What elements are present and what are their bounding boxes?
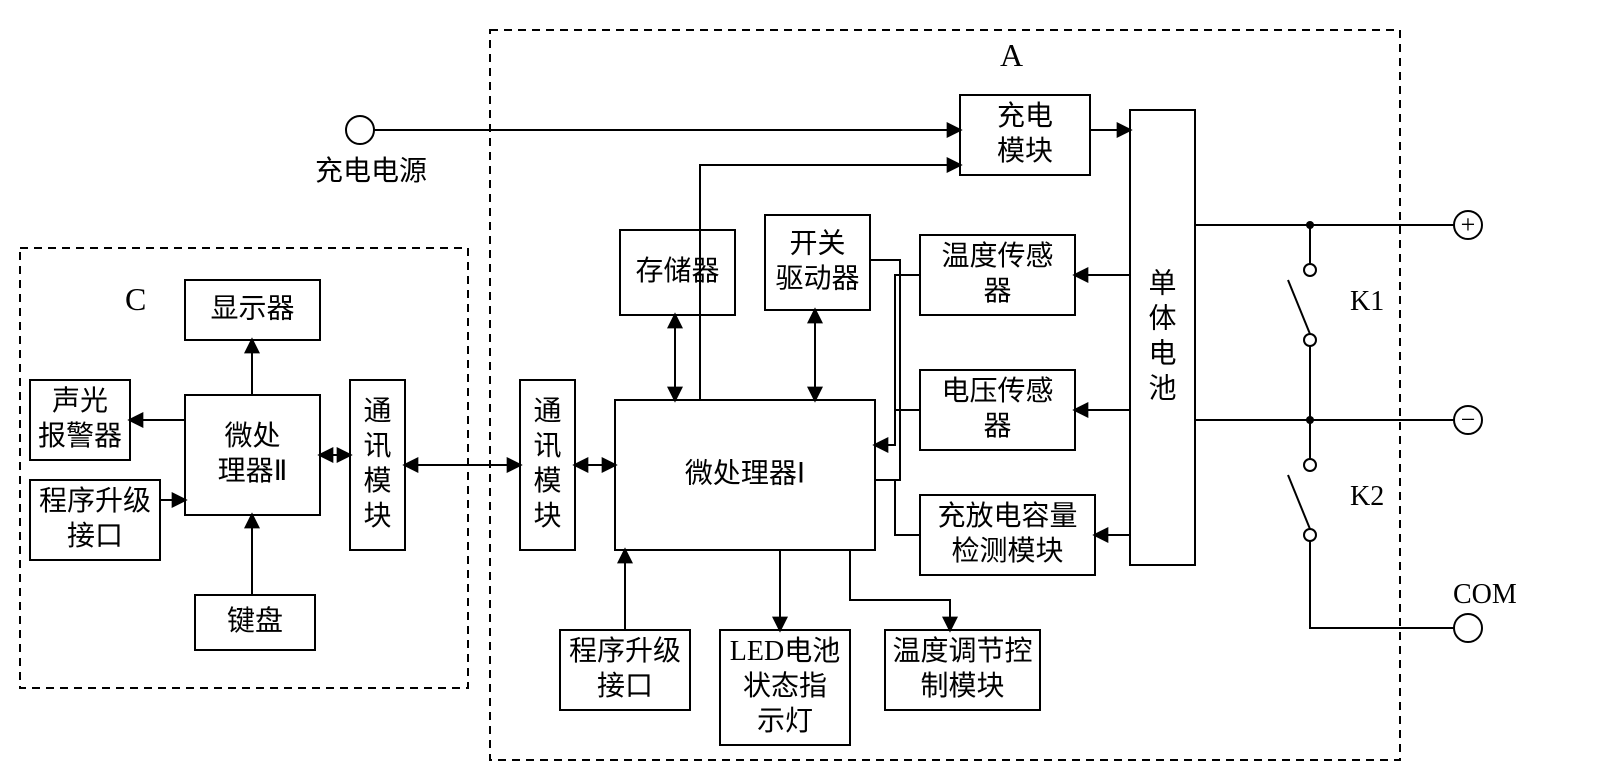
node-label-battery-2: 电 — [1148, 338, 1176, 370]
node-mpu1: 微处理器Ⅰ — [615, 400, 875, 550]
region-label-C: C — [125, 281, 146, 317]
node-label-battery-0: 单 — [1148, 268, 1176, 300]
node-mpu2: 微处理器Ⅱ — [185, 395, 320, 515]
node-label-switchdrv-0: 开关 — [789, 228, 845, 260]
charge-source-label: 充电电源 — [315, 155, 427, 187]
node-label-comm_a-3: 块 — [533, 501, 561, 532]
node-label-mpu2-0: 微处 — [224, 420, 280, 452]
node-keyboard: 键盘 — [195, 595, 315, 650]
node-label-keyboard-0: 键盘 — [227, 605, 283, 637]
junction-dot-2 — [1306, 221, 1314, 229]
node-label-upgrade_a-0: 程序升级 — [569, 635, 681, 667]
node-label-cap_detect-1: 检测模块 — [951, 535, 1063, 567]
node-charge_mod: 充电模块 — [960, 95, 1090, 175]
node-label-comm_a-0: 通 — [533, 396, 561, 427]
node-cap_detect: 充放电容量检测模块 — [920, 495, 1095, 575]
node-label-comm_c-2: 模 — [363, 465, 391, 497]
node-label-temp_sensor-1: 器 — [983, 276, 1011, 307]
node-label-upgrade_a-1: 接口 — [597, 670, 653, 702]
node-label-alarm-0: 声光 — [52, 385, 108, 417]
node-upgrade_c: 程序升级接口 — [30, 480, 160, 560]
node-battery: 单体电池 — [1130, 110, 1195, 565]
minus-label: − — [0, 0, 16, 7]
node-label-comm_a-1: 讯 — [533, 431, 561, 462]
node-comm_a: 通讯模块 — [520, 380, 575, 550]
node-label-upgrade_c-1: 接口 — [67, 520, 123, 552]
block-diagram: CA充电电源显示器声光报警器微处理器Ⅱ通讯模块程序升级接口键盘通讯模块微处理器Ⅰ… — [0, 0, 1608, 784]
node-led: LED电池状态指示灯 — [720, 630, 850, 745]
node-switchdrv: 开关驱动器 — [765, 215, 870, 310]
node-display: 显示器 — [185, 280, 320, 340]
node-label-led-0: LED电池 — [730, 635, 840, 667]
node-storage: 存储器 — [620, 230, 735, 315]
node-temp_sensor: 温度传感器 — [920, 235, 1075, 315]
node-label-charge_mod-0: 充电 — [997, 100, 1053, 132]
node-upgrade_a: 程序升级接口 — [560, 630, 690, 710]
node-label-switchdrv-1: 驱动器 — [775, 264, 859, 295]
switch-label-K1: K1 — [1350, 286, 1384, 317]
node-label-temp_ctrl-1: 制模块 — [920, 670, 1004, 702]
node-alarm: 声光报警器 — [30, 380, 130, 460]
node-label-charge_mod-1: 模块 — [997, 135, 1053, 167]
node-label-comm_c-3: 块 — [363, 501, 391, 532]
node-label-battery-3: 池 — [1148, 373, 1176, 405]
node-label-battery-1: 体 — [1148, 303, 1176, 335]
node-label-led-2: 示灯 — [757, 705, 813, 737]
node-label-storage-0: 存储器 — [635, 255, 719, 287]
node-label-volt_sensor-1: 器 — [983, 411, 1011, 442]
com-terminal — [1454, 614, 1482, 642]
node-label-mpu2-1: 理器Ⅱ — [218, 456, 288, 487]
node-label-mpu1-0: 微处理器Ⅰ — [685, 458, 805, 490]
minus-symbol: − — [1461, 405, 1476, 434]
node-label-led-1: 状态指 — [743, 670, 827, 702]
node-label-cap_detect-0: 充放电容量 — [937, 500, 1077, 532]
plus-symbol: + — [1461, 210, 1476, 239]
node-label-alarm-1: 报警器 — [38, 420, 122, 452]
node-label-comm_c-1: 讯 — [363, 431, 391, 462]
node-label-display-0: 显示器 — [210, 294, 294, 325]
switch-label-K2: K2 — [1350, 481, 1384, 512]
node-label-volt_sensor-0: 电压传感 — [941, 375, 1053, 407]
node-label-temp_ctrl-0: 温度调节控 — [892, 635, 1032, 667]
node-label-comm_c-0: 通 — [363, 396, 391, 427]
com-label: COM — [1453, 579, 1517, 610]
node-volt_sensor: 电压传感器 — [920, 370, 1075, 450]
node-label-comm_a-2: 模 — [533, 465, 561, 497]
node-label-temp_sensor-0: 温度传感 — [941, 240, 1053, 272]
junction-dot — [1306, 416, 1314, 424]
node-label-upgrade_c-0: 程序升级 — [39, 485, 151, 517]
node-temp_ctrl: 温度调节控制模块 — [885, 630, 1040, 710]
region-label-A: A — [1000, 37, 1023, 73]
node-comm_c: 通讯模块 — [350, 380, 405, 550]
